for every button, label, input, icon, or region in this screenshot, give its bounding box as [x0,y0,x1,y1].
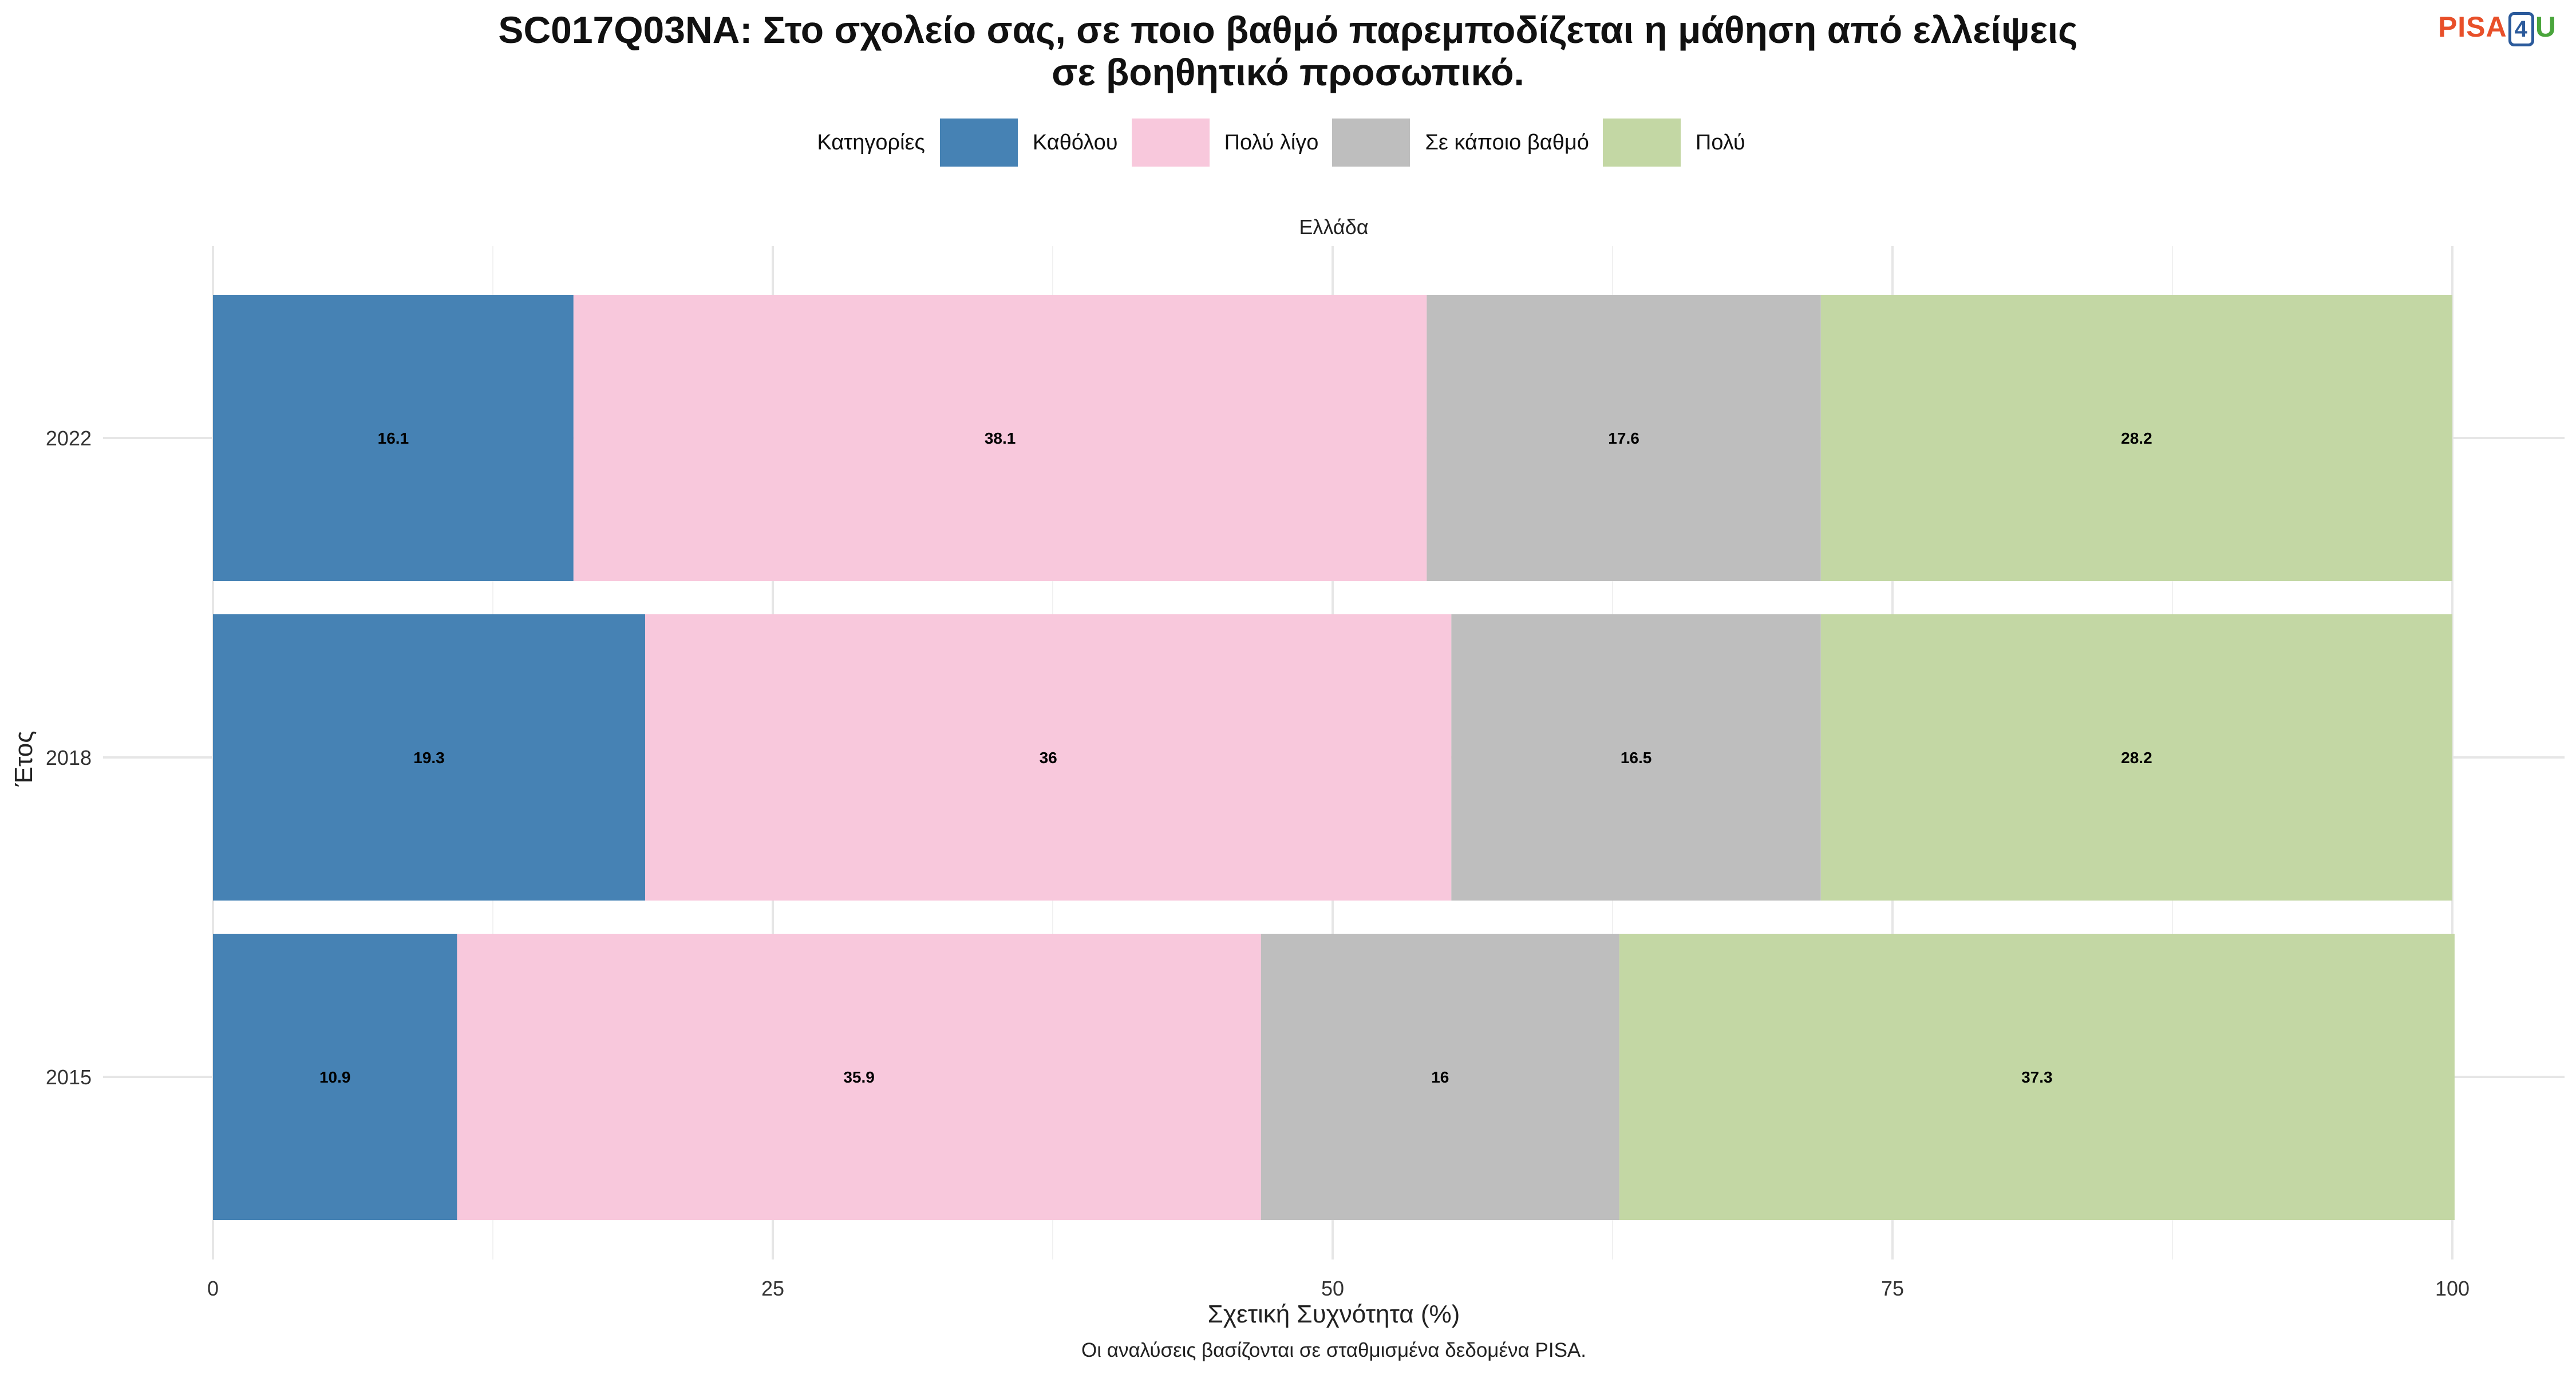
bar-value-label: 16.1 [378,429,409,447]
legend-item-1: Πολύ λίγο [1131,119,1319,167]
chart-title-line-2: σε βοηθητικό προσωπικό. [1052,51,1524,93]
x-tick-label: 50 [1321,1277,1344,1300]
bar-segment [1451,614,1821,901]
x-axis-title: Σχετική Συχνότητα (%) [1208,1300,1460,1328]
labels-layer: 16.1 38.1 17.6 28.2 19.3 36 16.5 28.2 10.9 35.9 16… [319,429,2152,1086]
legend-label-2: Σε κάποιο βαθμό [1425,130,1589,155]
legend-swatch-1 [1131,119,1210,167]
axis-layer: 2022 2018 2015 0 25 50 75 100 [46,427,2470,1300]
bar-value-label: 10.9 [319,1068,351,1086]
facet-label: Ελλάδα [1299,215,1368,239]
logo-text-four: 4 [2508,12,2534,46]
x-tick-label: 75 [1881,1277,1904,1300]
bar-segment [1820,614,2452,901]
chart-title-line-1: SC017Q03NA: Στο σχολείο σας, σε ποιο βαθ… [498,9,2078,51]
bar-value-label: 37.3 [2021,1068,2053,1086]
legend-item-3: Πολύ [1602,119,1745,167]
x-tick-label: 25 [761,1277,784,1300]
bar-value-label: 16.5 [1621,749,1652,767]
bar-segment [213,614,646,901]
bar-value-label: 38.1 [985,429,1016,447]
bar-value-label: 28.2 [2121,429,2152,447]
bar-value-label: 28.2 [2121,749,2152,767]
bar-value-label: 19.3 [413,749,445,767]
bar-segment [213,295,574,581]
y-tick-label: 2018 [46,746,92,769]
y-tick-label: 2022 [46,427,92,450]
chart-caption: Οι αναλύσεις βασίζονται σε σταθμισμένα δ… [1081,1339,1586,1361]
legend-swatch-0 [939,119,1018,167]
bar-segment [1427,295,1821,581]
bars-layer [213,295,2455,1220]
bar-segment [1261,934,1619,1220]
x-tick-label: 100 [2435,1277,2470,1300]
bar-segment [645,614,1452,901]
logo-text-u: U [2535,11,2557,43]
bar-segment [213,934,457,1220]
bar-segment [1820,295,2452,581]
x-tick-label: 0 [207,1277,219,1300]
bar-segment [573,295,1427,581]
bar-value-label: 36 [1040,749,1057,767]
logo-text-pisa: PISA [2437,11,2507,43]
bar-value-label: 35.9 [843,1068,875,1086]
legend-swatch-2 [1332,119,1411,167]
legend-label-1: Πολύ λίγο [1224,130,1319,155]
bar-value-label: 17.6 [1608,429,1639,447]
legend: Κατηγορίες Καθόλου Πολύ λίγο Σε κάποιο β… [0,117,2576,168]
legend-item-0: Καθόλου [939,119,1118,167]
y-axis-title: Έτος [10,731,38,787]
bar-segment [457,934,1261,1220]
legend-item-2: Σε κάποιο βαθμό [1332,119,1589,167]
bar-segment [1619,934,2455,1220]
pisa4u-logo: PISA 4 U [2438,10,2557,46]
y-tick-label: 2015 [46,1065,92,1089]
legend-label-0: Καθόλου [1032,130,1118,155]
legend-title: Κατηγορίες [817,130,925,155]
legend-label-3: Πολύ [1695,130,1745,155]
bar-value-label: 16 [1431,1068,1449,1086]
legend-swatch-3 [1602,119,1681,167]
